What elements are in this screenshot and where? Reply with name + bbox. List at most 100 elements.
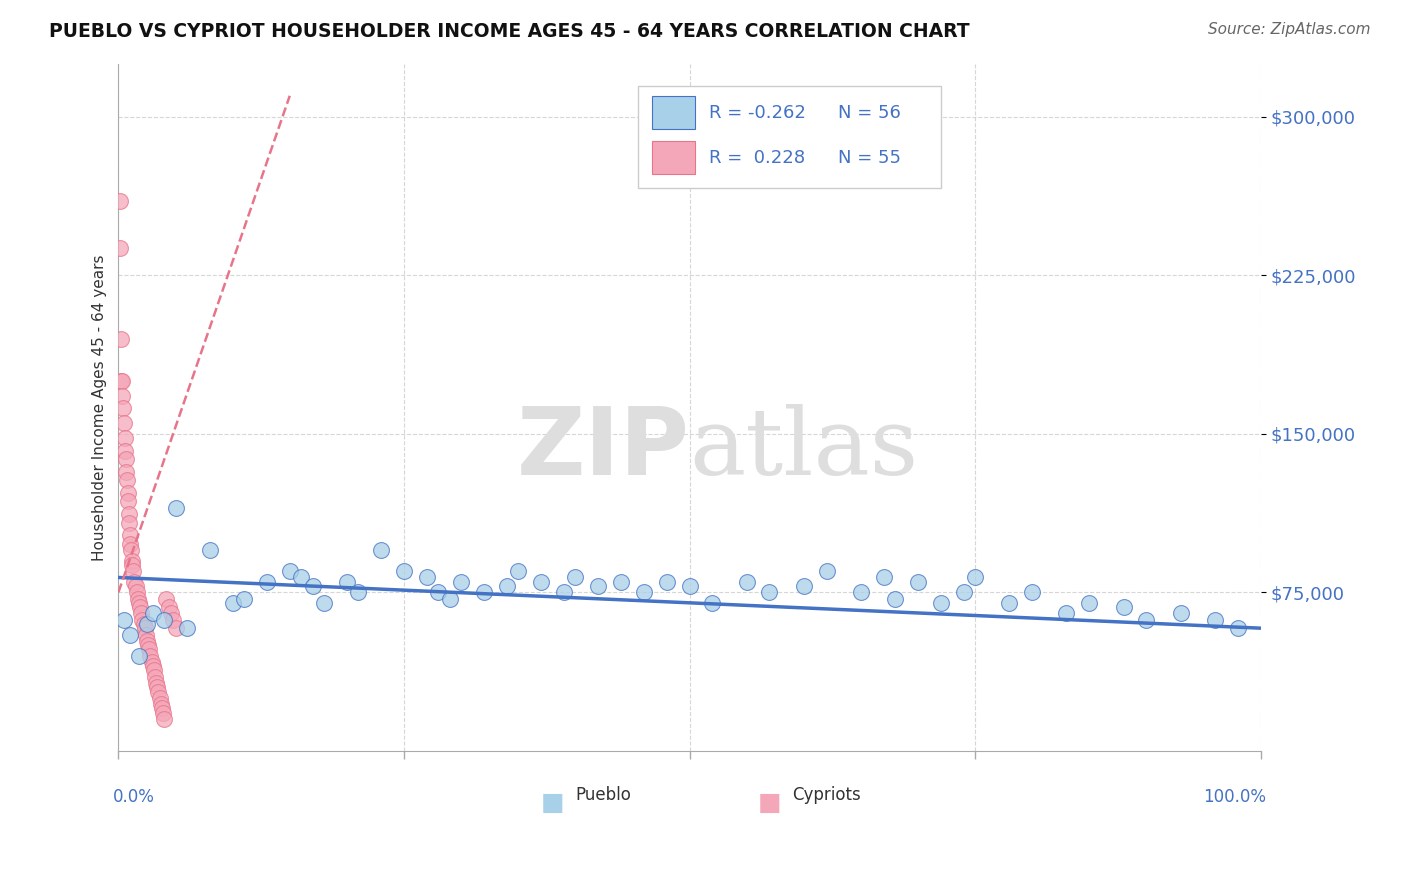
Point [815, 564, 838, 578]
Text: atlas: atlas [689, 403, 918, 493]
Point [136, 633, 159, 648]
Point [132, 617, 155, 632]
Point [117, 486, 139, 500]
Point [392, 564, 415, 578]
Point [495, 579, 517, 593]
Point [121, 553, 143, 567]
Point [157, 600, 180, 615]
Point [450, 574, 472, 589]
Point [124, 579, 146, 593]
Point [610, 574, 633, 589]
Point [1170, 607, 1192, 621]
Point [153, 712, 176, 726]
Point [108, 241, 131, 255]
Point [129, 600, 152, 615]
Point [152, 706, 174, 720]
Point [142, 659, 165, 673]
Point [439, 591, 461, 606]
Point [301, 579, 323, 593]
Point [553, 585, 575, 599]
Point [134, 621, 156, 635]
Point [1056, 607, 1078, 621]
Text: ZIP: ZIP [516, 402, 689, 494]
Point [633, 585, 655, 599]
Text: N = 55: N = 55 [838, 149, 901, 167]
Point [655, 574, 678, 589]
Text: ■: ■ [758, 790, 782, 814]
Point [1204, 613, 1226, 627]
Point [112, 416, 135, 430]
Point [125, 585, 148, 599]
Point [141, 655, 163, 669]
Point [115, 452, 138, 467]
Point [111, 389, 134, 403]
Point [1112, 600, 1135, 615]
Point [136, 638, 159, 652]
Point [142, 664, 165, 678]
Point [952, 585, 974, 599]
Point [120, 536, 142, 550]
Point [221, 596, 243, 610]
Point [564, 570, 586, 584]
Point [427, 585, 450, 599]
Point [758, 585, 780, 599]
Point [165, 500, 187, 515]
Point [873, 570, 896, 584]
Point [155, 591, 177, 606]
Point [884, 591, 907, 606]
Point [146, 681, 169, 695]
Text: 0.0%: 0.0% [112, 789, 155, 806]
Point [128, 596, 150, 610]
Point [998, 596, 1021, 610]
Point [735, 574, 758, 589]
Point [145, 676, 167, 690]
Point [111, 374, 134, 388]
Point [165, 621, 187, 635]
Point [148, 690, 170, 705]
Point [233, 591, 256, 606]
Point [131, 613, 153, 627]
Point [129, 607, 152, 621]
Point [120, 543, 142, 558]
Point [965, 570, 987, 584]
Point [530, 574, 553, 589]
Point [1021, 585, 1043, 599]
Text: R =  0.228: R = 0.228 [709, 149, 806, 167]
Point [142, 607, 165, 621]
Point [256, 574, 278, 589]
Point [508, 564, 530, 578]
Point [160, 607, 183, 621]
Point [110, 332, 132, 346]
Point [1078, 596, 1101, 610]
Point [148, 684, 170, 698]
Point [118, 507, 141, 521]
Point [849, 585, 872, 599]
Point [416, 570, 439, 584]
Text: ■: ■ [541, 790, 564, 814]
FancyBboxPatch shape [652, 141, 695, 174]
Point [1226, 621, 1249, 635]
Point [793, 579, 815, 593]
Point [702, 596, 724, 610]
Point [118, 516, 141, 530]
Y-axis label: Householder Income Ages 45 - 64 years: Householder Income Ages 45 - 64 years [93, 254, 107, 561]
Point [118, 627, 141, 641]
Point [115, 473, 138, 487]
Point [586, 579, 609, 593]
Point [110, 374, 132, 388]
Point [176, 621, 198, 635]
Text: PUEBLO VS CYPRIOT HOUSEHOLDER INCOME AGES 45 - 64 YEARS CORRELATION CHART: PUEBLO VS CYPRIOT HOUSEHOLDER INCOME AGE… [49, 22, 970, 41]
Text: Pueblo: Pueblo [575, 787, 631, 805]
Point [127, 591, 149, 606]
Point [124, 574, 146, 589]
Point [153, 613, 176, 627]
Text: Source: ZipAtlas.com: Source: ZipAtlas.com [1208, 22, 1371, 37]
Point [139, 648, 162, 663]
Point [111, 401, 134, 416]
Point [312, 596, 335, 610]
Point [136, 617, 159, 632]
Point [929, 596, 952, 610]
Point [472, 585, 495, 599]
FancyBboxPatch shape [638, 86, 941, 187]
FancyBboxPatch shape [652, 96, 695, 129]
